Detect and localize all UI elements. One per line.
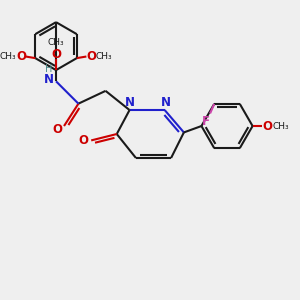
- Text: CH₃: CH₃: [96, 52, 112, 61]
- Text: O: O: [86, 50, 96, 63]
- Text: F: F: [202, 115, 210, 128]
- Text: O: O: [262, 119, 272, 133]
- Text: O: O: [16, 50, 26, 63]
- Text: O: O: [52, 123, 62, 136]
- Text: N: N: [124, 96, 134, 109]
- Text: CH₃: CH₃: [272, 122, 289, 130]
- Text: H: H: [45, 64, 53, 74]
- Text: N: N: [44, 73, 54, 86]
- Text: CH₃: CH₃: [0, 52, 16, 61]
- Text: N: N: [161, 96, 171, 109]
- Text: O: O: [51, 48, 61, 61]
- Text: O: O: [78, 134, 88, 147]
- Text: CH₃: CH₃: [48, 38, 64, 47]
